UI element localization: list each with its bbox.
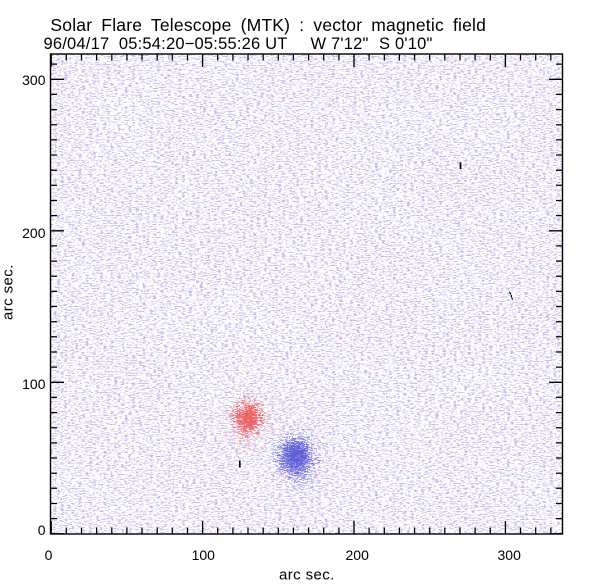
svg-text:0: 0 bbox=[38, 522, 46, 538]
svg-text:S 0'10": S 0'10" bbox=[379, 35, 433, 53]
svg-text:300: 300 bbox=[22, 72, 46, 88]
svg-text:100: 100 bbox=[22, 376, 46, 392]
svg-text:300: 300 bbox=[498, 547, 522, 563]
svg-text:200: 200 bbox=[22, 225, 46, 241]
svg-text:W 7'12": W 7'12" bbox=[311, 35, 369, 53]
svg-text:arc sec.: arc sec. bbox=[0, 264, 16, 320]
svg-text:Solar Flare Telescope (MTK) :: Solar Flare Telescope (MTK) : vector mag… bbox=[50, 15, 486, 35]
svg-text:96/04/17 05:54:20−05:55:26 UT: 96/04/17 05:54:20−05:55:26 UT bbox=[44, 35, 288, 53]
svg-text:arc sec.: arc sec. bbox=[279, 567, 335, 584]
svg-text:200: 200 bbox=[346, 547, 370, 563]
svg-text:100: 100 bbox=[192, 547, 216, 563]
svg-text:0: 0 bbox=[45, 547, 53, 563]
